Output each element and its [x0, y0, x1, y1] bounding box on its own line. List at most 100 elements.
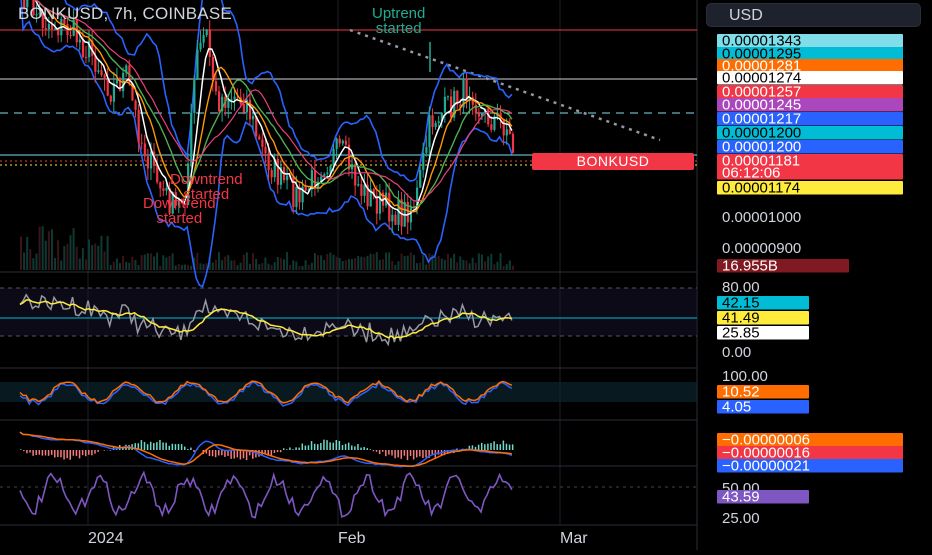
volume-bar — [212, 263, 214, 270]
candle-body — [410, 207, 412, 222]
candle-body — [286, 176, 288, 181]
rsi-tag-2-text: 25.85 — [722, 325, 760, 342]
macd-bar — [32, 450, 34, 456]
volume-bar — [39, 227, 41, 270]
symbol-tag: BONKUSD — [532, 153, 694, 170]
volume-bar — [32, 258, 34, 270]
volume-bar — [317, 255, 319, 270]
currency-button[interactable]: USD — [706, 3, 921, 27]
macd-bar — [302, 444, 304, 450]
volume-bar — [91, 245, 93, 270]
candle-body — [144, 143, 146, 156]
macd-bar — [490, 443, 492, 450]
volume-bar — [305, 260, 307, 270]
candle-body — [354, 164, 356, 185]
macd-bar — [354, 446, 356, 450]
volume-bar — [172, 253, 174, 270]
volume-bar — [456, 262, 458, 270]
volume-bar — [224, 257, 226, 270]
volume-bar — [243, 255, 245, 270]
x-label-2024: 2024 — [88, 530, 124, 548]
macd-bar — [413, 450, 415, 459]
stoch-band — [0, 382, 697, 402]
macd-bar — [184, 447, 186, 450]
volume-bar — [336, 257, 338, 270]
macd-bar — [91, 450, 93, 455]
volume-bar — [85, 259, 87, 270]
volume-bar — [496, 262, 498, 270]
volume-bar — [190, 266, 192, 270]
volume-bar — [181, 265, 183, 270]
macd-bar — [431, 450, 433, 454]
volume-bar — [156, 253, 158, 270]
macd-bar — [20, 449, 22, 450]
candle-body — [252, 116, 254, 119]
candle-body — [48, 24, 50, 29]
volume-bar — [308, 265, 310, 270]
macd-bar — [23, 450, 25, 451]
candle-body — [233, 97, 235, 100]
candle-body — [165, 188, 167, 191]
candle-body — [345, 141, 347, 145]
stoch-tick-100: 100.00 — [722, 368, 768, 385]
macd-bar — [298, 448, 300, 450]
macd-bar — [240, 450, 242, 459]
volume-bar — [391, 261, 393, 270]
volume-bar — [147, 253, 149, 270]
candle-body — [97, 70, 99, 71]
volume-bar — [107, 236, 109, 270]
volume-bar — [506, 264, 508, 270]
volume-bar — [221, 260, 223, 270]
macd-bar — [410, 450, 412, 456]
candle-body — [428, 115, 430, 147]
macd-bar — [42, 450, 44, 456]
volume-bar — [351, 259, 353, 270]
volume-bar — [203, 264, 205, 270]
candle-body — [444, 97, 446, 113]
volume-bar — [165, 258, 167, 270]
volume-series — [20, 226, 514, 270]
volume-bar — [196, 253, 198, 270]
volume-bar — [493, 264, 495, 270]
uptrend-annotation: Uptrend started — [372, 6, 425, 36]
candle-body — [425, 147, 427, 153]
volume-bar — [487, 256, 489, 270]
macd-bar — [141, 440, 143, 450]
macd-bar — [283, 448, 285, 450]
macd-bar — [218, 450, 220, 455]
candle-body — [54, 29, 56, 30]
volume-bar — [150, 253, 152, 270]
volume-bar — [215, 260, 217, 270]
volume-bar — [175, 265, 177, 270]
candle-body — [150, 152, 152, 169]
volume-bar — [218, 252, 220, 270]
volume-bar — [413, 255, 415, 270]
candle-body — [388, 193, 390, 222]
volume-bar — [484, 261, 486, 270]
volume-bar — [376, 252, 378, 270]
volume-bar — [261, 263, 263, 270]
candle-body — [379, 193, 381, 214]
volume-bar — [57, 240, 59, 270]
macd-bar — [172, 444, 174, 450]
candle-body — [503, 119, 505, 135]
volume-bar — [104, 252, 106, 270]
candle-body — [268, 153, 270, 170]
volume-bar — [48, 231, 50, 270]
candle-body — [138, 110, 140, 143]
candle-body — [156, 166, 158, 182]
macd-bar — [367, 448, 369, 450]
macd-bar — [416, 450, 418, 457]
macd-bar — [363, 447, 365, 450]
macd-bar — [221, 450, 223, 455]
candle-body — [360, 184, 362, 196]
macd-bar — [351, 445, 353, 450]
macd-bar — [277, 450, 279, 452]
candle-body — [336, 139, 338, 149]
macd-bar — [401, 450, 403, 459]
volume-bar — [357, 256, 359, 270]
macd-bar — [404, 450, 406, 456]
uptrend-line2: started — [372, 21, 425, 36]
downtrend2-line1: Downtrend — [143, 196, 216, 211]
